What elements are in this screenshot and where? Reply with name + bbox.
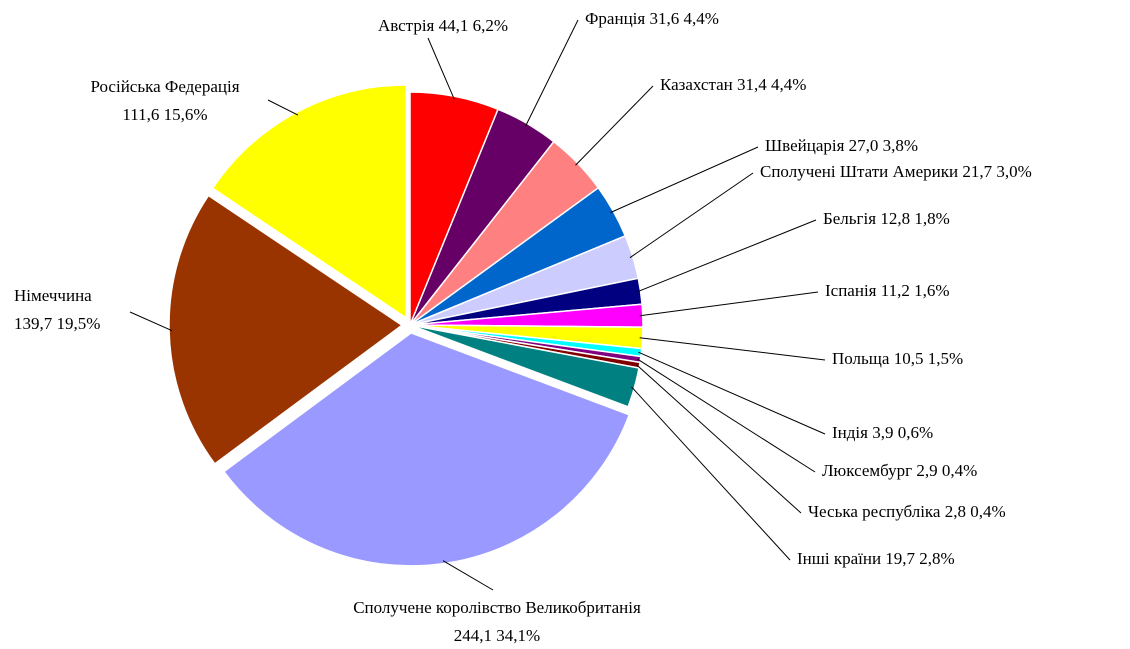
leader-line: [129, 311, 173, 332]
leader-line: [525, 19, 579, 127]
data-label: Бельгія 12,8 1,8%: [823, 209, 950, 228]
label-name: Швейцарія: [765, 136, 845, 155]
label-percent: 3,8%: [883, 136, 918, 155]
data-label: Інші країни 19,7 2,8%: [797, 549, 955, 568]
leader-line: [427, 37, 455, 100]
data-label: Індія 3,9 0,6%: [832, 423, 933, 442]
label-name: Німеччина: [14, 286, 92, 305]
data-label: Російська Федерація 111,6 15,6%: [90, 77, 239, 124]
label-name: Індія: [832, 423, 868, 442]
label-name: Польща: [832, 349, 890, 368]
label-percent: 3,0%: [996, 162, 1031, 181]
label-percent: 4,4%: [771, 75, 806, 94]
label-percent: 1,8%: [914, 209, 949, 228]
data-label: Німеччина 139,7 19,5%: [14, 286, 100, 333]
leader-line: [267, 99, 299, 116]
label-name: Чеська республіка: [808, 502, 941, 521]
label-name: Казахстан: [660, 75, 733, 94]
data-label: Сполучені Штати Америки 21,7 3,0%: [760, 162, 1032, 181]
label-value: 3,9: [872, 423, 893, 442]
pie-slice: [409, 324, 640, 408]
leader-line: [610, 146, 759, 213]
label-value: 2,8: [945, 502, 966, 521]
label-value: 31,6: [649, 9, 679, 28]
leader-line: [639, 337, 826, 361]
leader-line: [442, 560, 494, 591]
label-percent: 0,4%: [942, 461, 977, 480]
label-percent: 6,2%: [473, 16, 508, 35]
label-name: Люксембург: [822, 461, 912, 480]
leader-line: [631, 386, 791, 561]
pie-slice: [222, 332, 631, 567]
leader-line: [637, 219, 817, 293]
label-value: 10,5: [894, 349, 924, 368]
label-name: Сполучені Штати Америки: [760, 162, 958, 181]
label-percent: 2,8%: [919, 549, 954, 568]
label-value: 2,9: [916, 461, 937, 480]
labels: Австрія 44,1 6,2% Франція 31,6 4,4%Казахс…: [14, 9, 1032, 645]
label-value: 11,2: [881, 281, 910, 300]
label-name: Бельгія: [823, 209, 876, 228]
label-percent: 1,5%: [928, 349, 963, 368]
data-label: Швейцарія 27,0 3,8%: [765, 136, 918, 155]
label-name: Сполучене королівство Великобританія: [353, 598, 641, 617]
pie-slice: [168, 194, 404, 465]
data-label: Сполучене королівство Великобританія 244,…: [353, 598, 641, 645]
data-label: Австрія 44,1 6,2%: [378, 16, 508, 35]
label-value: 31,4: [737, 75, 767, 94]
label-name: Австрія: [378, 16, 435, 35]
label-name: Інші країни: [797, 549, 881, 568]
data-label: Іспанія 11,2 1,6%: [825, 281, 950, 300]
leader-line: [636, 364, 802, 514]
label-name: Російська Федерація: [90, 77, 239, 96]
data-label: Чеська республіка 2,8 0,4%: [808, 502, 1006, 521]
label-name: Іспанія: [825, 281, 877, 300]
label-value: 44,1: [439, 16, 469, 35]
label-value: 19,7: [885, 549, 915, 568]
label-value: 244,1: [454, 626, 492, 645]
label-percent: 1,6%: [914, 281, 949, 300]
leader-line: [637, 358, 816, 473]
slices: [168, 84, 644, 567]
label-percent: 4,4%: [683, 9, 718, 28]
data-label: Казахстан 31,4 4,4%: [660, 75, 806, 94]
label-percent: 0,6%: [898, 423, 933, 442]
label-percent: 15,6%: [164, 105, 208, 124]
data-label: Люксембург 2,9 0,4%: [822, 461, 977, 480]
label-value: 139,7: [14, 314, 53, 333]
leader-line: [629, 172, 754, 259]
leader-line: [575, 85, 654, 166]
label-value: 111,6: [122, 105, 159, 124]
label-percent: 34,1%: [496, 626, 540, 645]
label-percent: 0,4%: [970, 502, 1005, 521]
leader-line: [639, 291, 819, 317]
label-name: Франція: [585, 9, 645, 28]
pie-slice: [211, 84, 407, 320]
label-value: 12,8: [880, 209, 910, 228]
label-percent: 19,5%: [57, 314, 101, 333]
label-value: 21,7: [962, 162, 992, 181]
data-label: Польща 10,5 1,5%: [832, 349, 963, 368]
data-label: Франція 31,6 4,4%: [585, 9, 719, 28]
leader-line: [638, 351, 826, 435]
label-value: 27,0: [849, 136, 879, 155]
